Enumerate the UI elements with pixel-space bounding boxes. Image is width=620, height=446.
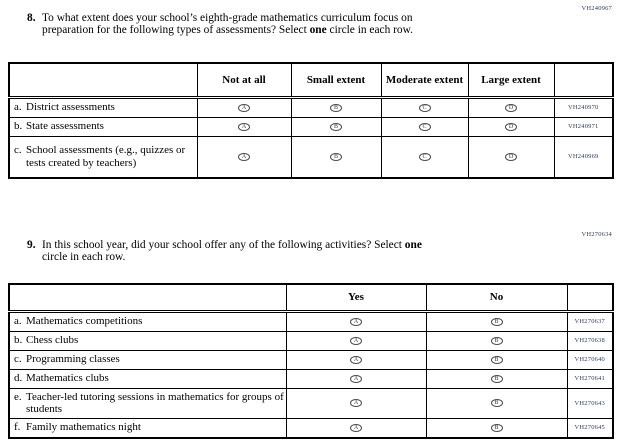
q8-row-c-label: c. School assessments (e.g., quizzes or t… (8, 135, 198, 179)
table-row: f. Family mathematics night A B VH270645 (8, 417, 614, 438)
question-8-bold-word: one (309, 24, 327, 37)
row-code: VH240970 (553, 96, 614, 118)
answer-bubble[interactable]: C (418, 103, 431, 112)
row-label-text: Programming classes (26, 353, 120, 366)
question-8-code: VH240967 (581, 5, 612, 12)
answer-bubble[interactable]: A (350, 317, 362, 326)
q9-header-no: No (425, 283, 568, 313)
row-label-text: Teacher-led tutoring sessions in mathema… (26, 390, 284, 415)
question-8-line2-end: circle in each row. (326, 24, 413, 37)
row-code: VH270637 (566, 310, 614, 332)
question-8: 8. To what extent does your school’s eig… (27, 12, 572, 36)
row-label-text: District assessments (26, 101, 115, 114)
answer-bubble[interactable]: A (350, 355, 362, 364)
answer-bubble[interactable]: C (418, 122, 431, 131)
answer-bubble[interactable]: B (330, 122, 342, 131)
answer-bubble[interactable]: B (330, 153, 342, 162)
row-label-text: Family mathematics night (26, 421, 141, 434)
answer-bubble[interactable]: A (350, 399, 362, 408)
row-code: VH270640 (566, 349, 614, 370)
answer-bubble[interactable]: B (490, 399, 503, 408)
table-row: a. Mathematics competitions A B VH270637 (8, 310, 614, 332)
row-code: VH240971 (553, 116, 614, 137)
row-letter: f. (14, 421, 21, 434)
row-letter: c. (14, 353, 22, 366)
row-letter: d. (14, 372, 23, 385)
answer-bubble[interactable]: C (418, 153, 431, 162)
question-9-code: VH270634 (581, 231, 612, 238)
q9-row-d-label: d. Mathematics clubs (8, 368, 287, 389)
row-label-text: Chess clubs (26, 334, 79, 347)
answer-bubble[interactable]: A (238, 153, 250, 162)
q8-header-not-at-all: Not at all (196, 62, 292, 99)
table-row: b. State assessments A B C D VH240971 (8, 116, 614, 137)
q9-row-f-label: f. Family mathematics night (8, 417, 287, 438)
table-row: b. Chess clubs A B VH270638 (8, 330, 614, 351)
answer-bubble[interactable]: B (490, 336, 503, 345)
answer-bubble[interactable]: D (505, 153, 517, 162)
q9-row-a-label: a. Mathematics competitions (8, 310, 287, 332)
row-code: VH270645 (566, 417, 614, 438)
question-9-number: 9. (27, 239, 36, 251)
row-letter: c. (14, 144, 22, 157)
question-8-line1: To what extent does your school’s eighth… (42, 12, 413, 24)
q8-header-empty (8, 62, 198, 99)
question-8-number: 8. (27, 12, 36, 24)
q8-row-b-label: b. State assessments (8, 116, 198, 137)
table-row: c. School assessments (e.g., quizzes or t… (8, 135, 614, 179)
row-letter: b. (14, 120, 23, 133)
row-label-text: Mathematics clubs (26, 372, 109, 385)
answer-bubble[interactable]: D (505, 122, 517, 131)
row-code: VH270641 (566, 368, 614, 389)
row-code: VH240969 (553, 135, 614, 179)
answer-bubble[interactable]: D (505, 103, 517, 112)
table-row: d. Mathematics clubs A B VH270641 (8, 368, 614, 389)
answer-bubble[interactable]: A (238, 122, 250, 131)
row-letter: e. (14, 390, 22, 403)
table-row: a. District assessments A B C D VH240970 (8, 96, 614, 118)
answer-bubble[interactable]: B (490, 317, 503, 326)
answer-bubble[interactable]: B (490, 355, 503, 364)
question-9-text: In this school year, did your school off… (42, 239, 422, 263)
q8-header-moderate-extent: Moderate extent (380, 62, 469, 99)
q8-row-a-label: a. District assessments (8, 96, 198, 118)
question-9-bold-word: one (404, 239, 422, 251)
row-label-text: School assessments (e.g., quizzes or tes… (26, 144, 186, 169)
answer-bubble[interactable]: A (350, 374, 362, 383)
row-letter: a. (14, 315, 22, 328)
answer-bubble[interactable]: B (330, 103, 342, 112)
q9-header-empty (8, 283, 287, 313)
question-8-table: Not at all Small extent Moderate extent … (8, 62, 614, 179)
q9-row-b-label: b. Chess clubs (8, 330, 287, 351)
answer-bubble[interactable]: A (238, 103, 250, 112)
question-9-table: Yes No a. Mathematics competitions A B VH… (8, 283, 614, 439)
q8-header-small-extent: Small extent (290, 62, 382, 99)
question-9-line2: circle in each row. (42, 251, 126, 264)
question-9-line1: In this school year, did your school off… (42, 239, 405, 251)
row-letter: a. (14, 101, 22, 114)
row-code: VH270638 (566, 330, 614, 351)
q9-row-e-label: e. Teacher-led tutoring sessions in mathe… (8, 387, 287, 419)
answer-bubble[interactable]: A (350, 336, 362, 345)
row-code: VH270643 (566, 387, 614, 419)
answer-bubble[interactable]: B (490, 374, 503, 383)
row-label-text: Mathematics competitions (26, 315, 143, 328)
question-8-text: To what extent does your school’s eighth… (42, 12, 413, 36)
row-label-text: State assessments (26, 120, 104, 133)
q9-header-code-empty (566, 283, 614, 313)
answer-bubble[interactable]: B (490, 423, 503, 432)
q8-header-large-extent: Large extent (467, 62, 555, 99)
question-8-line2: preparation for the following types of a… (42, 24, 310, 37)
table-row: e. Teacher-led tutoring sessions in mathe… (8, 387, 614, 419)
q9-row-c-label: c. Programming classes (8, 349, 287, 370)
q9-header-yes: Yes (285, 283, 427, 313)
answer-bubble[interactable]: A (350, 423, 362, 432)
table-row: c. Programming classes A B VH270640 (8, 349, 614, 370)
question-9: 9. In this school year, did your school … (27, 239, 572, 263)
row-letter: b. (14, 334, 23, 347)
q8-header-code-empty (553, 62, 614, 99)
